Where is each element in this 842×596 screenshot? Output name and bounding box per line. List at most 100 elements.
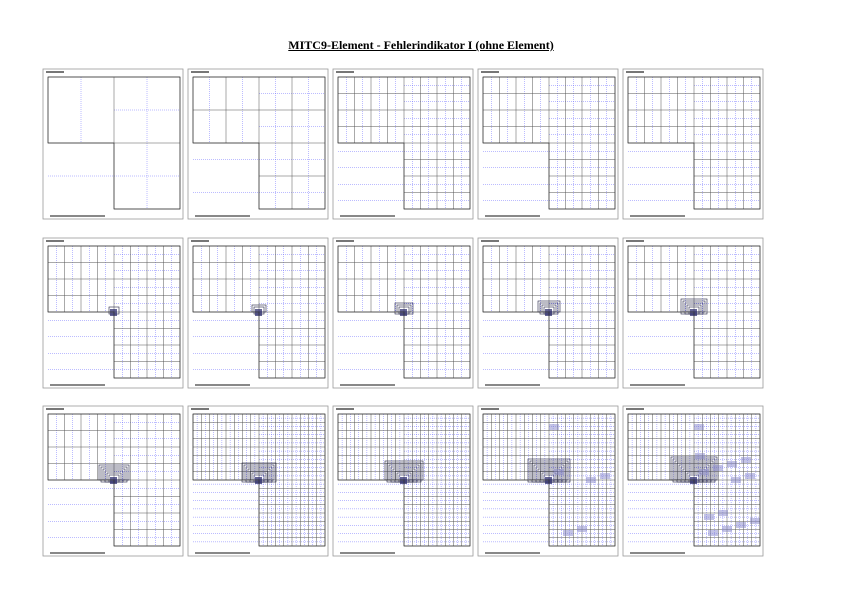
dense-patch	[718, 510, 728, 516]
panel-footer	[485, 552, 540, 554]
panel	[622, 237, 764, 389]
panel	[42, 405, 184, 557]
dense-patch	[699, 469, 709, 475]
panel-footer	[630, 384, 685, 386]
corner-refinement	[545, 477, 552, 484]
title: MITC9-Element - Fehlerindikator I (ohne …	[288, 38, 554, 52]
panel-header	[481, 240, 499, 242]
panel-frame	[622, 405, 764, 557]
panel-header	[336, 71, 354, 73]
panel	[187, 237, 329, 389]
panel	[477, 237, 619, 389]
panel-header	[191, 240, 209, 242]
corner-refinement	[110, 309, 117, 316]
domain-outline	[627, 245, 761, 379]
panel-frame	[332, 237, 474, 389]
panel-header	[626, 408, 644, 410]
domain-outline	[192, 76, 326, 210]
panel-header	[336, 240, 354, 242]
domain-outline	[192, 245, 326, 379]
panel-frame	[42, 237, 184, 389]
dense-patch	[722, 526, 732, 532]
domain-outline	[337, 76, 471, 210]
panel-header	[191, 71, 209, 73]
panel-header	[481, 408, 499, 410]
dense-patch	[695, 453, 705, 459]
panel-footer	[485, 215, 540, 217]
domain-outline	[482, 413, 616, 547]
panel	[187, 68, 329, 220]
domain-outline	[337, 413, 471, 547]
panel-frame	[477, 237, 619, 389]
panel-header	[46, 240, 64, 242]
dense-patch	[750, 518, 760, 524]
panel-frame	[42, 405, 184, 557]
panel-frame	[187, 68, 329, 220]
corner-refinement	[690, 309, 697, 316]
dense-patch	[704, 514, 714, 520]
corner-refinement	[400, 477, 407, 484]
corner-refinement	[545, 309, 552, 316]
panel	[477, 68, 619, 220]
panel	[332, 237, 474, 389]
dense-patch	[741, 457, 751, 463]
corner-refinement	[400, 309, 407, 316]
corner-refinement	[110, 477, 117, 484]
panel-footer	[485, 384, 540, 386]
panel-frame	[187, 405, 329, 557]
dense-patch	[600, 473, 610, 479]
panel	[332, 405, 474, 557]
panel-footer	[195, 552, 250, 554]
panel-frame	[332, 68, 474, 220]
dense-patch	[745, 473, 755, 479]
panel-footer	[340, 215, 395, 217]
panel-frame	[622, 237, 764, 389]
dense-patch	[713, 465, 723, 471]
corner-refinement	[255, 309, 262, 316]
dense-patch	[554, 469, 564, 475]
panel-header	[626, 71, 644, 73]
panel-footer	[50, 384, 105, 386]
dense-patch	[731, 477, 741, 483]
panel	[42, 68, 184, 220]
panel-header	[626, 240, 644, 242]
dense-patch	[549, 424, 559, 430]
dense-patch	[708, 530, 718, 536]
panel	[187, 405, 329, 557]
domain-outline	[627, 413, 761, 547]
domain-outline	[337, 245, 471, 379]
domain-outline	[192, 413, 326, 547]
panel-footer	[340, 384, 395, 386]
panel-footer	[50, 552, 105, 554]
panel-footer	[50, 215, 105, 217]
panel	[42, 237, 184, 389]
panel-header	[481, 71, 499, 73]
title-box: MITC9-Element - Fehlerindikator I (ohne …	[0, 38, 842, 53]
dense-patch	[727, 461, 737, 467]
panel	[332, 68, 474, 220]
panel-header	[46, 71, 64, 73]
panel-footer	[195, 215, 250, 217]
panel	[622, 405, 764, 557]
domain-outline	[47, 413, 181, 547]
panel-frame	[477, 405, 619, 557]
domain-outline	[482, 245, 616, 379]
panel-frame	[187, 237, 329, 389]
panel-footer	[340, 552, 395, 554]
dense-patch	[577, 526, 587, 532]
domain-outline	[47, 245, 181, 379]
panel-footer	[630, 552, 685, 554]
panel-footer	[630, 215, 685, 217]
dense-patch	[563, 530, 573, 536]
dense-patch	[736, 522, 746, 528]
panel-frame	[622, 68, 764, 220]
domain-outline	[482, 76, 616, 210]
corner-refinement	[690, 477, 697, 484]
panel-header	[336, 408, 354, 410]
corner-refinement	[255, 477, 262, 484]
panel-header	[191, 408, 209, 410]
dense-patch	[694, 424, 704, 430]
panel	[477, 405, 619, 557]
